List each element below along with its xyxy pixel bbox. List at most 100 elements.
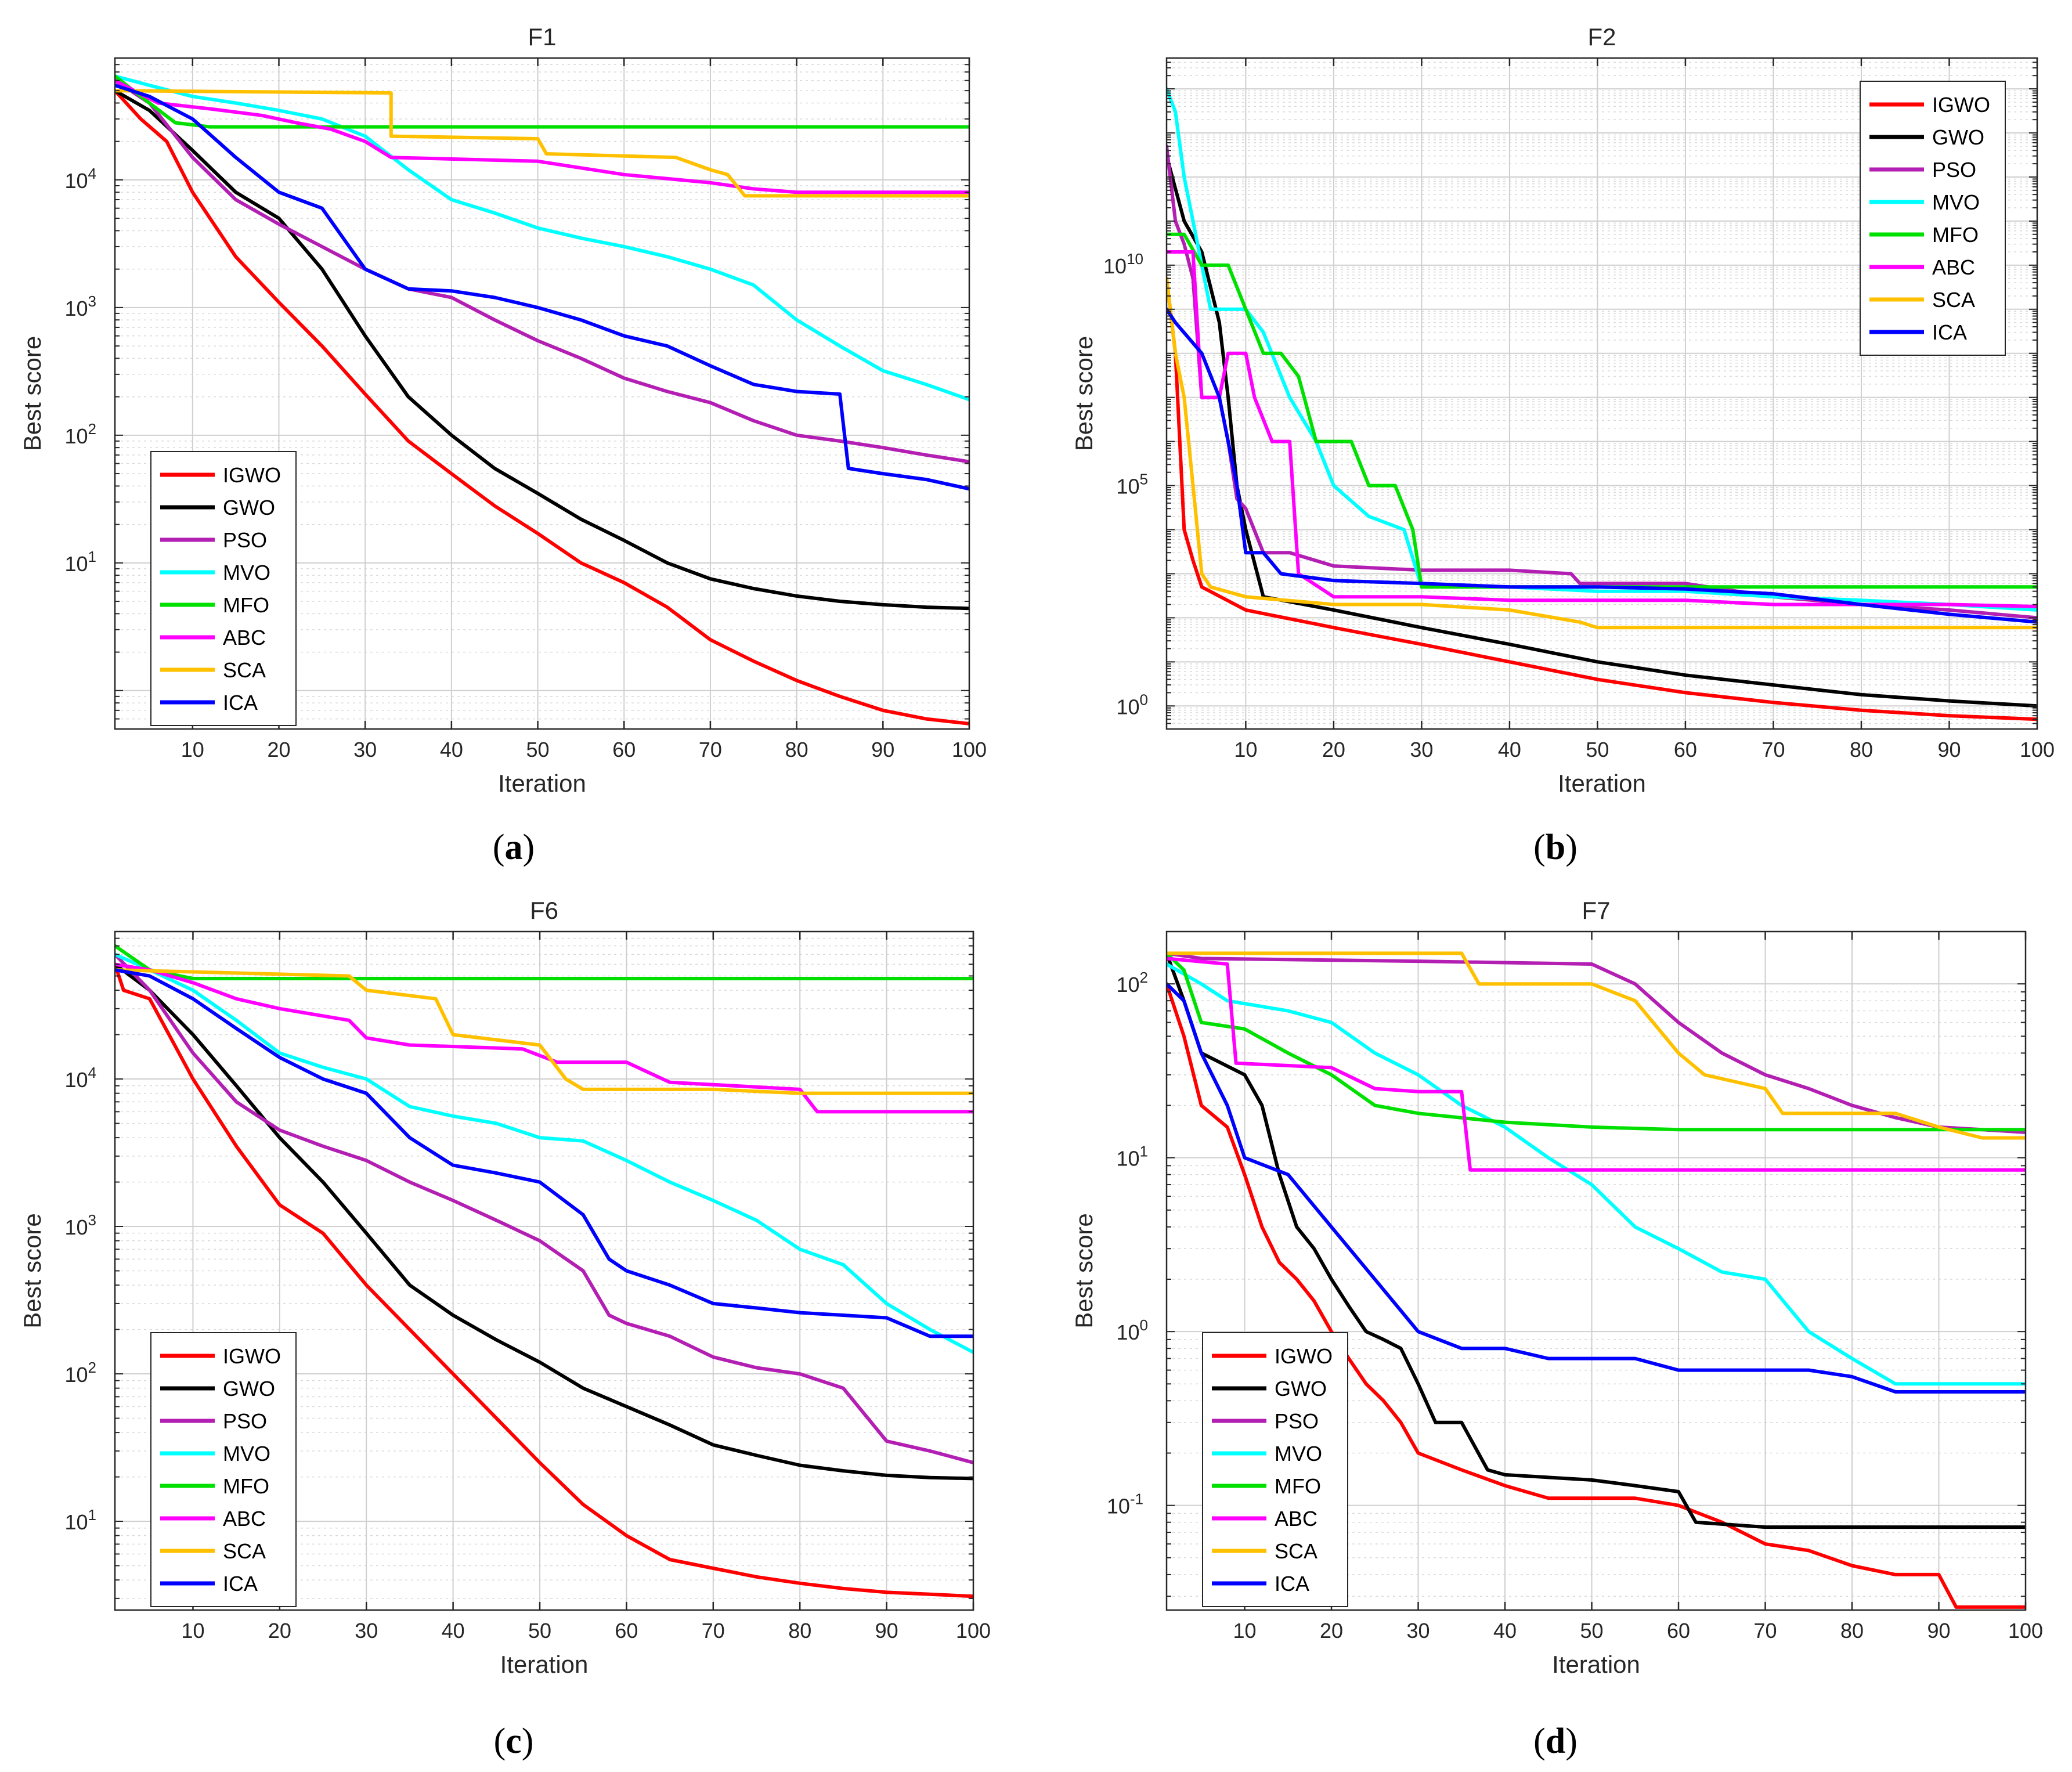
- y-tick-label: 102: [1116, 969, 1148, 997]
- legend-label-ica: ICA: [1932, 320, 1967, 344]
- legend-label-mfo: MFO: [1275, 1474, 1321, 1498]
- series-group: [1167, 951, 2026, 1609]
- x-tick-label: 70: [702, 1619, 725, 1643]
- y-ticks: 101 102 103 104: [64, 931, 973, 1599]
- x-tick-label: 10: [181, 738, 204, 762]
- chart-title: F1: [528, 23, 556, 50]
- x-tick-label: 80: [788, 1619, 811, 1643]
- x-tick-label: 20: [267, 738, 290, 762]
- x-ticks: 10 20 30 40 50 60 70 80 90 100: [181, 58, 987, 762]
- y-tick-label: 103: [64, 1211, 96, 1239]
- y-ticks: 101 102 103 104: [64, 57, 969, 730]
- x-ticks: 10 20 30 40 50 60 70 80 90 100: [1234, 58, 2055, 762]
- legend-label-pso: PSO: [1275, 1409, 1319, 1433]
- panel-caption: (d): [1533, 1722, 1578, 1761]
- x-tick-label: 30: [353, 738, 377, 762]
- x-tick-label: 90: [871, 738, 894, 762]
- legend-label-gwo: GWO: [223, 1377, 275, 1401]
- series-group: [1167, 87, 2037, 721]
- panel-caption: (b): [1533, 828, 1578, 867]
- legend-label-igwo: IGWO: [223, 463, 281, 487]
- x-axis-label: Iteration: [1552, 1651, 1640, 1678]
- chart-title: F7: [1582, 897, 1610, 924]
- y-axis-label: Best score: [19, 1213, 46, 1328]
- legend-label-igwo: IGWO: [1932, 93, 1990, 117]
- axes-box: [1165, 930, 2027, 1611]
- x-tick-label: 70: [1761, 738, 1785, 762]
- x-tick-label: 60: [615, 1619, 638, 1643]
- panel-caption: (a): [493, 828, 535, 867]
- axes-box: [1165, 57, 2038, 730]
- x-tick-label: 30: [1407, 1619, 1430, 1643]
- legend-label-mfo: MFO: [1932, 223, 1979, 247]
- legend-box: [150, 451, 297, 726]
- series-line-mvo: [1167, 87, 2037, 612]
- x-axis-label: Iteration: [500, 1651, 589, 1678]
- x-tick-label: 80: [1850, 738, 1873, 762]
- x-tick-label: 10: [181, 1619, 204, 1643]
- x-tick-label: 70: [699, 738, 722, 762]
- x-tick-label: 40: [1498, 738, 1521, 762]
- y-tick-label: 105: [1116, 471, 1148, 499]
- legend-label-pso: PSO: [223, 528, 267, 552]
- x-tick-label: 50: [1580, 1619, 1604, 1643]
- chart-panel-f6: 10 20 30 40 50 60 70 80 90 100 101 102 103 104 F6 Itera…: [19, 897, 991, 1761]
- y-tick-label: 1010: [1103, 250, 1143, 278]
- series-line-mfo: [115, 944, 973, 980]
- x-tick-label: 30: [355, 1619, 378, 1643]
- x-axis-label: Iteration: [1558, 770, 1646, 797]
- series-line-mfo: [1167, 951, 2026, 1132]
- series-line-ica: [1167, 982, 2026, 1394]
- x-tick-label: 30: [1410, 738, 1433, 762]
- series-line-gwo: [115, 962, 973, 1481]
- chart-panel-f7: 10 20 30 40 50 60 70 80 90 100 10-1 100 101 102 F7 Iter…: [1070, 897, 2043, 1761]
- y-axis-label: Best score: [1070, 336, 1098, 451]
- series-line-pso: [115, 78, 969, 464]
- x-tick-label: 40: [1493, 1619, 1517, 1643]
- series-line-sca: [115, 89, 969, 198]
- x-tick-label: 10: [1234, 738, 1257, 762]
- chart-panel-f1: 10 20 30 40 50 60 70 80 90 100 101 102 103 104 F1 Itera…: [19, 23, 987, 867]
- series-group: [115, 944, 973, 1598]
- axes-box: [114, 57, 970, 730]
- series-line-pso: [115, 952, 973, 1464]
- x-tick-label: 10: [1233, 1619, 1257, 1643]
- series-line-abc: [115, 78, 969, 194]
- legend-box: [1202, 1332, 1348, 1607]
- legend-label-ica: ICA: [223, 1572, 258, 1596]
- x-tick-label: 80: [785, 738, 808, 762]
- y-tick-label: 103: [64, 293, 96, 320]
- legend-label-ica: ICA: [1275, 1572, 1309, 1596]
- legend-label-gwo: GWO: [223, 496, 275, 519]
- y-tick-label: 101: [64, 548, 96, 576]
- legend-label-sca: SCA: [223, 658, 266, 682]
- x-tick-label: 100: [956, 1619, 991, 1643]
- chart-title: F6: [530, 897, 558, 924]
- legend-label-mvo: MVO: [1932, 190, 1980, 214]
- x-tick-label: 80: [1840, 1619, 1864, 1643]
- series-line-abc: [1167, 957, 2026, 1172]
- legend-label-abc: ABC: [1932, 255, 1975, 279]
- x-tick-label: 60: [1674, 738, 1697, 762]
- series-line-mvo: [115, 952, 973, 1354]
- x-tick-label: 40: [442, 1619, 465, 1643]
- y-tick-label: 102: [64, 420, 96, 448]
- legend-label-abc: ABC: [223, 1507, 266, 1531]
- y-ticks: 100 105 1010: [1103, 57, 2037, 730]
- legend: IGWO GWO PSO MVO MFO ABC SCA ICA: [1202, 1332, 1348, 1607]
- legend-label-mvo: MVO: [223, 1442, 270, 1466]
- legend-label-mvo: MVO: [223, 561, 270, 584]
- legend-label-abc: ABC: [1275, 1507, 1317, 1531]
- x-tick-label: 100: [2020, 738, 2055, 762]
- x-tick-label: 20: [268, 1619, 291, 1643]
- y-axis-label: Best score: [1070, 1213, 1098, 1328]
- legend-label-igwo: IGWO: [223, 1344, 281, 1368]
- x-tick-label: 90: [1937, 738, 1961, 762]
- legend-label-gwo: GWO: [1932, 125, 1984, 149]
- legend-box: [1860, 81, 2006, 356]
- series-line-sca: [1167, 951, 2026, 1140]
- x-ticks: 10 20 30 40 50 60 70 80 90 100: [1233, 932, 2043, 1643]
- x-tick-label: 100: [952, 738, 987, 762]
- x-tick-label: 100: [2008, 1619, 2043, 1643]
- x-tick-label: 70: [1753, 1619, 1777, 1643]
